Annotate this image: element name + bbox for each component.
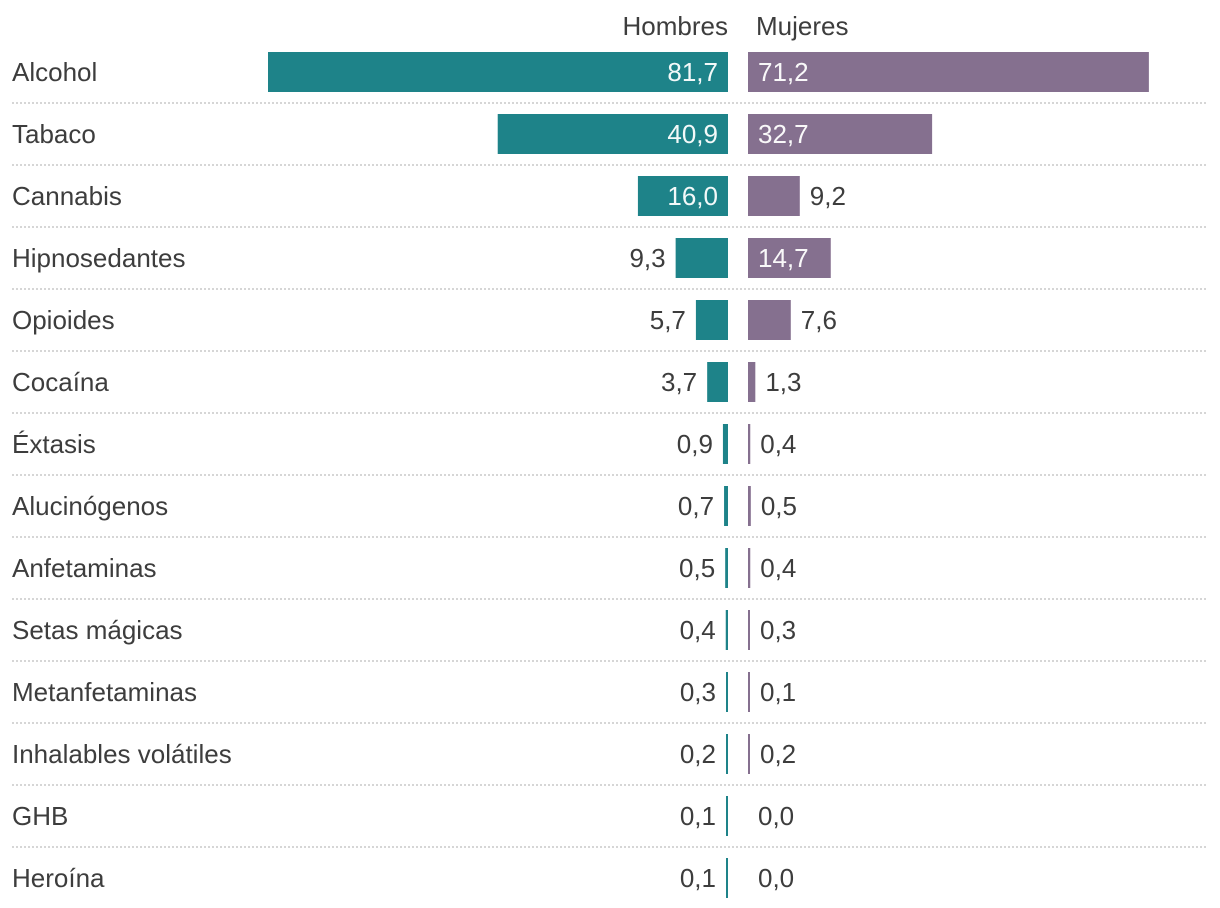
chart-row: Alcohol 81,7 71,2 — [12, 52, 1208, 104]
bar-hombres — [724, 486, 728, 526]
bar-mujeres — [748, 176, 800, 216]
bar-hombres — [726, 734, 728, 774]
bar-hombres — [637, 176, 728, 216]
bar-mujeres — [748, 734, 750, 774]
chart-row: Éxtasis 0,9 0,4 — [12, 424, 1208, 476]
bar-mujeres — [748, 114, 933, 154]
bar-mujeres — [748, 424, 751, 464]
value-label-mujeres: 71,2 — [758, 57, 809, 87]
value-label-mujeres: 0,0 — [758, 801, 794, 831]
chart-row: Setas mágicas 0,4 0,3 — [12, 610, 1208, 662]
value-label-mujeres: 7,6 — [801, 305, 837, 335]
category-label: Metanfetaminas — [12, 677, 197, 707]
category-label: Opioides — [12, 305, 115, 335]
category-label: Heroína — [12, 863, 105, 893]
bar-hombres — [726, 796, 728, 836]
bar-mujeres — [748, 610, 750, 650]
category-label: GHB — [12, 801, 68, 831]
value-label-mujeres: 0,2 — [760, 739, 796, 769]
value-label-mujeres: 0,4 — [760, 553, 796, 583]
chart-row: Heroína 0,1 0,0 — [12, 858, 794, 898]
value-label-hombres: 0,1 — [680, 863, 716, 893]
chart-row: Tabaco 40,9 32,7 — [12, 114, 1208, 166]
chart-row: Cocaína 3,7 1,3 — [12, 362, 1208, 414]
bar-hombres — [722, 424, 728, 464]
category-label: Alcohol — [12, 57, 97, 87]
value-label-hombres: 0,5 — [679, 553, 715, 583]
value-label-mujeres: 14,7 — [758, 243, 809, 273]
value-label-mujeres: 1,3 — [765, 367, 801, 397]
value-label-hombres: 0,3 — [680, 677, 716, 707]
category-label: Tabaco — [12, 119, 96, 149]
header-mujeres: Mujeres — [756, 11, 848, 41]
bar-hombres — [726, 672, 728, 712]
bar-hombres — [707, 362, 728, 402]
chart-row: Inhalables volátiles 0,2 0,2 — [12, 734, 1208, 786]
value-label-hombres: 0,2 — [680, 739, 716, 769]
chart-row: Metanfetaminas 0,3 0,1 — [12, 672, 1208, 724]
value-label-mujeres: 9,2 — [810, 181, 846, 211]
category-label: Éxtasis — [12, 429, 96, 459]
value-label-hombres: 81,7 — [667, 57, 718, 87]
bar-mujeres — [748, 486, 751, 526]
value-label-hombres: 9,3 — [629, 243, 665, 273]
category-label: Alucinógenos — [12, 491, 168, 521]
bar-mujeres — [748, 52, 1149, 92]
bar-hombres — [268, 52, 728, 92]
value-label-mujeres: 0,5 — [761, 491, 797, 521]
value-label-mujeres: 0,3 — [760, 615, 796, 645]
bar-mujeres — [748, 362, 756, 402]
value-label-mujeres: 0,4 — [760, 429, 796, 459]
bar-hombres — [497, 114, 728, 154]
value-label-hombres: 40,9 — [667, 119, 718, 149]
value-label-mujeres: 0,0 — [758, 863, 794, 893]
chart-row: GHB 0,1 0,0 — [12, 796, 1208, 848]
bar-mujeres — [748, 300, 791, 340]
value-label-hombres: 0,4 — [680, 615, 716, 645]
category-label: Cannabis — [12, 181, 122, 211]
value-label-hombres: 16,0 — [667, 181, 718, 211]
category-label: Setas mágicas — [12, 615, 183, 645]
chart-row: Cannabis 16,0 9,2 — [12, 176, 1208, 228]
category-label: Anfetaminas — [12, 553, 157, 583]
bar-hombres — [675, 238, 728, 278]
category-label: Inhalables volátiles — [12, 739, 232, 769]
chart-row: Opioides 5,7 7,6 — [12, 300, 1208, 352]
bar-mujeres — [748, 548, 751, 588]
category-label: Hipnosedantes — [12, 243, 185, 273]
bar-hombres — [725, 610, 728, 650]
value-label-hombres: 3,7 — [661, 367, 697, 397]
bar-hombres — [695, 300, 728, 340]
value-label-hombres: 0,7 — [678, 491, 714, 521]
bar-mujeres — [748, 238, 831, 278]
value-label-hombres: 5,7 — [650, 305, 686, 335]
value-label-mujeres: 32,7 — [758, 119, 809, 149]
value-label-hombres: 0,9 — [677, 429, 713, 459]
category-label: Cocaína — [12, 367, 109, 397]
bar-hombres — [725, 548, 728, 588]
chart-row: Anfetaminas 0,5 0,4 — [12, 548, 1208, 600]
bar-hombres — [726, 858, 728, 898]
value-label-mujeres: 0,1 — [760, 677, 796, 707]
header-hombres: Hombres — [623, 11, 728, 41]
value-label-hombres: 0,1 — [680, 801, 716, 831]
bar-mujeres — [748, 672, 750, 712]
chart-row: Alucinógenos 0,7 0,5 — [12, 486, 1208, 538]
chart-row: Hipnosedantes 9,3 14,7 — [12, 238, 1208, 290]
